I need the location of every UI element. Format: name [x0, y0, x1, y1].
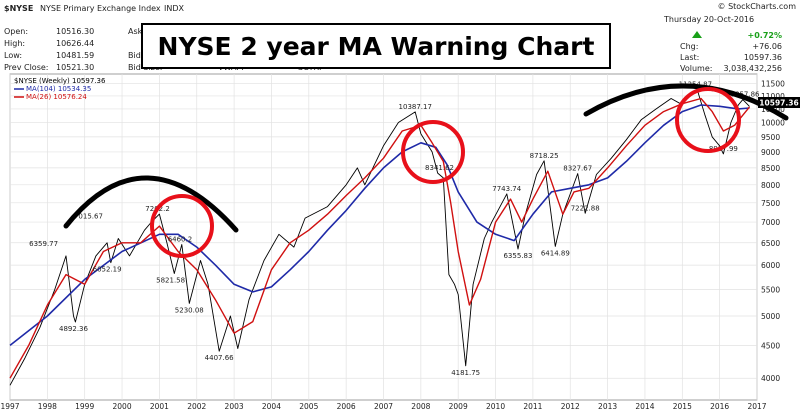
x-tick-label: 2004 [262, 402, 281, 411]
chg-label: Chg: [680, 42, 698, 51]
y-tick-label: 4500 [761, 341, 780, 350]
date-line: Thursday 20-Oct-2016 [663, 15, 754, 24]
annotation-label: 6355.83 [503, 252, 532, 260]
annotation-label: 8341.62 [425, 164, 454, 172]
y-tick-label: 11500 [761, 80, 785, 89]
annotation-label: 4407.66 [205, 354, 234, 362]
x-tick-label: 1997 [0, 402, 19, 411]
x-tick-label: 2010 [486, 402, 505, 411]
x-tick-label: 2016 [710, 402, 729, 411]
x-tick-label: 2014 [635, 402, 654, 411]
low-label: Low: [4, 51, 22, 60]
series-line-price [9, 89, 750, 386]
annotation-label: 4181.75 [451, 369, 480, 377]
exchange-label: INDX [164, 4, 185, 13]
prev-close-label: Prev Close: [4, 63, 48, 72]
annotation-label: 7015.67 [74, 212, 103, 220]
high-label: High: [4, 39, 25, 48]
x-tick-label: 2008 [411, 402, 430, 411]
x-tick-label: 2006 [337, 402, 356, 411]
x-tick-label: 2017 [747, 402, 766, 411]
last-price-tag: 10597.36 [759, 99, 798, 108]
up-arrow-icon [692, 31, 702, 38]
y-tick-label: 10000 [761, 119, 785, 128]
legend: $NYSE (Weekly) 10597.36 MA(104) 10534.35… [14, 77, 106, 101]
banner-box [141, 23, 611, 69]
bid-label: Bid: [128, 51, 143, 60]
x-tick-label: 2011 [523, 402, 542, 411]
annotation-label: 7222.88 [571, 204, 600, 212]
annotation-label: 5230.08 [175, 306, 204, 314]
x-tick-label: 2009 [449, 402, 468, 411]
volume-label: Volume: [680, 64, 712, 73]
x-tick-label: 2015 [673, 402, 692, 411]
x-tick-label: 2000 [113, 402, 132, 411]
high-value: 10626.44 [56, 39, 94, 48]
warning-circle-2016 [675, 87, 741, 153]
low-value: 10481.59 [56, 51, 94, 60]
change-percent: +0.72% [748, 31, 782, 40]
annotation-label: 4892.36 [59, 325, 88, 333]
y-tick-label: 6500 [761, 239, 780, 248]
open-value: 10516.30 [56, 27, 94, 36]
x-tick-label: 2013 [598, 402, 617, 411]
symbol-label: $NYSE [4, 4, 33, 13]
last-price-tag-bg [758, 97, 800, 108]
annotation-label: 6460.2 [168, 235, 193, 243]
warning-circle-2008 [401, 120, 465, 184]
legend-ma26: MA(26) 10576.24 [26, 93, 87, 101]
y-tick-layer: 4000 4500 5000 5500 6000 6500 7000 7500 8000 8500… [761, 80, 785, 384]
x-tick-label: 2001 [150, 402, 169, 411]
annotation-label: 6414.89 [541, 249, 570, 257]
y-tick-label: 7500 [761, 199, 780, 208]
legend-ma104: MA(104) 10534.35 [26, 85, 91, 93]
x-tick-layer: 1997 1998 1999 2000 2001 2002 2003 2004 2005 2006… [0, 402, 766, 411]
y-tick-label: 7000 [761, 218, 780, 227]
annotation-label: 6359.77 [29, 240, 58, 248]
x-tick-label: 2012 [561, 402, 580, 411]
x-tick-label: 2002 [187, 402, 206, 411]
last-label: Last: [680, 53, 699, 62]
y-tick-label: 5500 [761, 285, 780, 294]
chg-value: +76.06 [752, 42, 782, 51]
grid-layer [9, 74, 758, 400]
last-value: 10597.36 [744, 53, 782, 62]
annotation-label: 10387.17 [399, 103, 432, 111]
y-tick-label: 4000 [761, 374, 780, 383]
y-tick-label: 9000 [761, 148, 780, 157]
x-tick-label: 1999 [75, 402, 94, 411]
y-tick-label: 6000 [761, 261, 780, 270]
arc-left-overlay [63, 175, 239, 233]
watermark: © StockCharts.com [718, 2, 797, 11]
x-tick-label: 2007 [374, 402, 393, 411]
legend-price: $NYSE (Weekly) 10597.36 [14, 77, 106, 85]
prev-close-value: 10521.30 [56, 63, 94, 72]
x-tick-label: 2003 [225, 402, 244, 411]
annotation-label: 8327.67 [563, 165, 592, 173]
y-tick-label: 5000 [761, 312, 780, 321]
index-name: NYSE Primary Exchange Index [40, 4, 161, 13]
annotation-label: 8718.25 [530, 152, 559, 160]
volume-value: 3,038,432,256 [723, 64, 782, 73]
annotation-label: 5821.58 [156, 277, 185, 285]
open-label: Open: [4, 27, 28, 36]
y-tick-label: 8000 [761, 181, 780, 190]
ask-label: Ask: [128, 27, 145, 36]
x-tick-label: 1998 [38, 402, 57, 411]
y-tick-label: 9500 [761, 133, 780, 142]
warning-circle-2001 [150, 194, 214, 258]
y-tick-label: 8500 [761, 164, 780, 173]
y-tick-label: 11000 [761, 92, 785, 101]
chart-title: NYSE 2 year MA Warning Chart [158, 32, 595, 61]
annotation-label: 7743.74 [492, 185, 521, 193]
x-tick-label: 2005 [299, 402, 318, 411]
annotation-label: 6052.19 [93, 266, 122, 274]
